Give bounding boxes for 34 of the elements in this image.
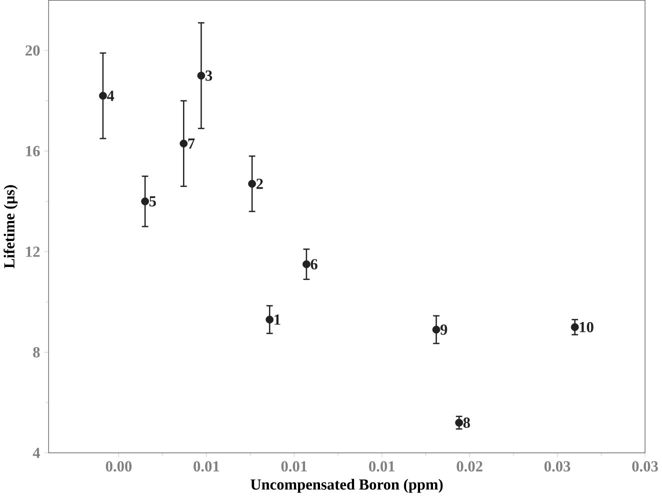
y-tick-label: 12 (26, 246, 40, 257)
annotation: 9 (440, 324, 448, 335)
point (302, 260, 310, 268)
y-tick-label: 8 (33, 346, 40, 358)
point (455, 418, 464, 426)
point (266, 315, 274, 324)
x-tick-label: 0.02 (456, 460, 482, 472)
point (432, 326, 440, 334)
annotation: 7 (188, 138, 195, 148)
y-axis-title: Lifetime (μs) (4, 185, 18, 268)
point (141, 197, 150, 206)
x-tick-label: 0.01 (194, 460, 220, 472)
y-tick-label: 4 (32, 448, 40, 458)
point (248, 180, 256, 188)
annotation: 1 (274, 314, 280, 324)
annotation: 6 (310, 258, 318, 270)
x-tick-label: 0.03 (544, 460, 570, 472)
point (570, 323, 579, 331)
point (180, 139, 188, 148)
x-axis-title: Uncompensated Boron (ppm) (250, 478, 443, 493)
annotation: 5 (149, 196, 156, 206)
x-tick-label: 0.00 (106, 460, 132, 472)
y-tick-label: 20 (26, 45, 40, 56)
annotation: 10 (580, 322, 594, 332)
x-tick-label: 0.01 (369, 460, 395, 472)
point (99, 92, 107, 100)
annotation: 8 (463, 417, 470, 428)
annotation: 3 (206, 70, 212, 81)
annotation: 2 (256, 178, 263, 189)
annotation: 4 (106, 90, 114, 101)
y-tick-label: 16 (26, 146, 40, 156)
x-tick-label: 0.01 (281, 460, 307, 472)
x-tick-label: 0.03 (632, 460, 658, 472)
point (197, 72, 206, 80)
